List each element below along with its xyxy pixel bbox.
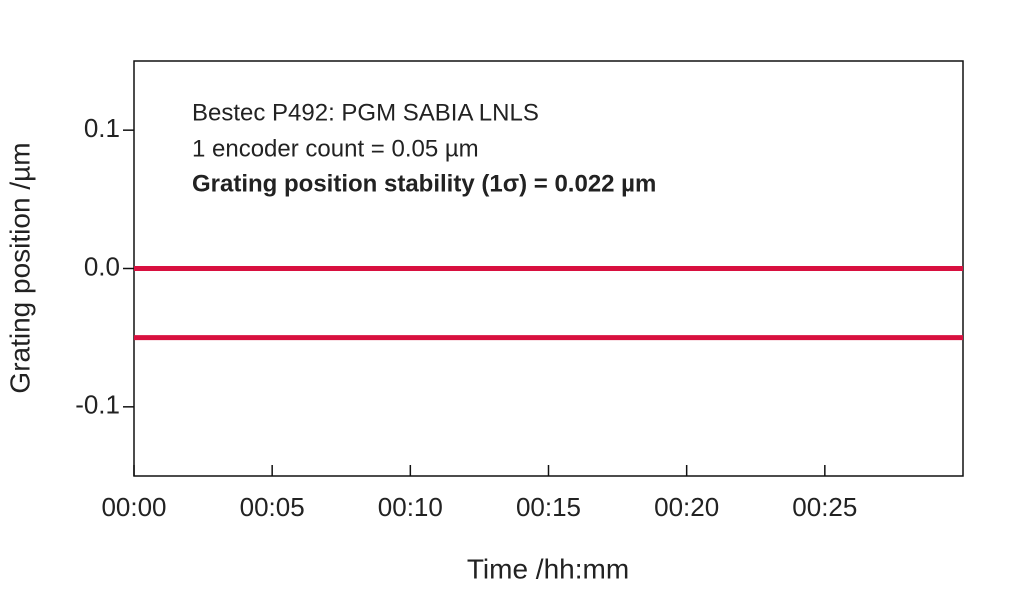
x-tick-label: 00:10: [378, 492, 443, 522]
x-tick-label: 00:05: [240, 492, 305, 522]
annotation: Bestec P492: PGM SABIA LNLS: [192, 99, 539, 126]
x-tick-label: 00:15: [516, 492, 581, 522]
x-tick-label: 00:25: [792, 492, 857, 522]
y-tick-label: 0.1: [84, 113, 120, 143]
annotation: 1 encoder count = 0.05 µm: [192, 135, 479, 162]
x-tick-label: 00:20: [654, 492, 719, 522]
x-axis-label: Time /hh:mm: [467, 553, 629, 584]
annotation: Grating position stability (1σ) = 0.022 …: [192, 170, 656, 197]
y-tick-label: -0.1: [75, 390, 120, 420]
x-tick-label: 00:00: [101, 492, 166, 522]
y-axis-label: Grating position /µm: [4, 142, 35, 393]
y-tick-label: 0.0: [84, 251, 120, 281]
